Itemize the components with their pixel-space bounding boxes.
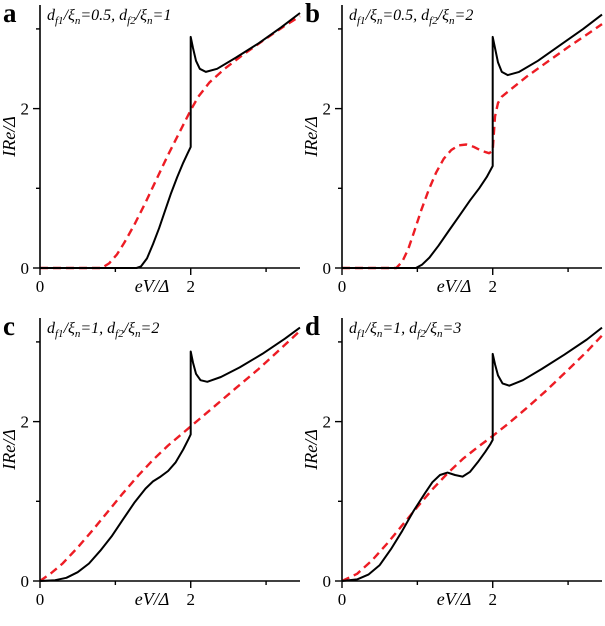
y-axis-label: IRe/Δ (0, 116, 19, 158)
x-axis-label: eV/Δ (135, 276, 170, 296)
y-tick-label: 2 (21, 100, 30, 119)
x-axis-label: eV/Δ (437, 276, 472, 296)
plot-d: 0 2 0 2 eV/Δ IRe/Δ (302, 318, 603, 609)
x-tick-label: 2 (186, 277, 195, 296)
red-dashed-curve (342, 23, 603, 270)
red-dashed-curve (341, 334, 603, 583)
param-label-b: df1/ξn=0.5, df2/ξn=2 (349, 7, 474, 28)
panel-d: 0 2 0 2 eV/Δ IRe/Δ d df1/ξn=1, df2/ξn=3 (302, 313, 604, 626)
x-tick-label: 0 (36, 590, 45, 609)
plot-b: 0 2 0 2 eV/Δ IRe/Δ (302, 5, 603, 296)
y-axis-label: IRe/Δ (0, 429, 19, 471)
param-label-d: df1/ξn=1, df2/ξn=3 (349, 320, 462, 341)
x-tick-label: 0 (36, 277, 45, 296)
panel-letter-b: b (305, 0, 321, 28)
y-axis-label: IRe/Δ (302, 429, 321, 471)
y-tick-label: 0 (21, 259, 30, 278)
black-solid-curve (342, 13, 603, 269)
x-tick-label: 2 (186, 590, 195, 609)
black-solid-curve (39, 326, 301, 582)
x-tick-label: 0 (338, 590, 347, 609)
x-tick-label: 0 (338, 277, 347, 296)
panel-a: 0 2 0 2 eV/Δ IRe/Δ a df1/ξn=0.5, df2/ξn=1 (0, 0, 302, 313)
y-tick-label: 2 (323, 100, 332, 119)
param-label-a: df1/ξn=0.5, df2/ξn=1 (47, 7, 172, 28)
panel-letter-d: d (305, 311, 321, 341)
y-tick-label: 0 (21, 572, 30, 591)
red-dashed-curve (40, 15, 301, 270)
x-axis-label: eV/Δ (135, 589, 170, 609)
plot-a: 0 2 0 2 eV/Δ IRe/Δ (0, 5, 301, 296)
x-axis-label: eV/Δ (437, 589, 472, 609)
param-label-c: df1/ξn=1, df2/ξn=2 (47, 320, 160, 341)
y-tick-label: 0 (323, 259, 332, 278)
red-dashed-curve (39, 329, 301, 582)
black-solid-curve (341, 326, 603, 582)
y-tick-label: 0 (323, 572, 332, 591)
panel-letter-a: a (3, 0, 17, 28)
black-solid-curve (40, 12, 301, 269)
panel-c: 0 2 0 2 eV/Δ IRe/Δ c df1/ξn=1, df2/ξn=2 (0, 313, 302, 626)
y-tick-label: 2 (21, 413, 30, 432)
x-tick-label: 2 (488, 590, 497, 609)
panel-letter-c: c (3, 311, 15, 341)
plot-c: 0 2 0 2 eV/Δ IRe/Δ (0, 318, 301, 609)
y-axis-label: IRe/Δ (302, 116, 321, 158)
x-tick-label: 2 (488, 277, 497, 296)
y-tick-label: 2 (323, 413, 332, 432)
panel-b: 0 2 0 2 eV/Δ IRe/Δ b df1/ξn=0.5, df2/ξn=2 (302, 0, 604, 313)
